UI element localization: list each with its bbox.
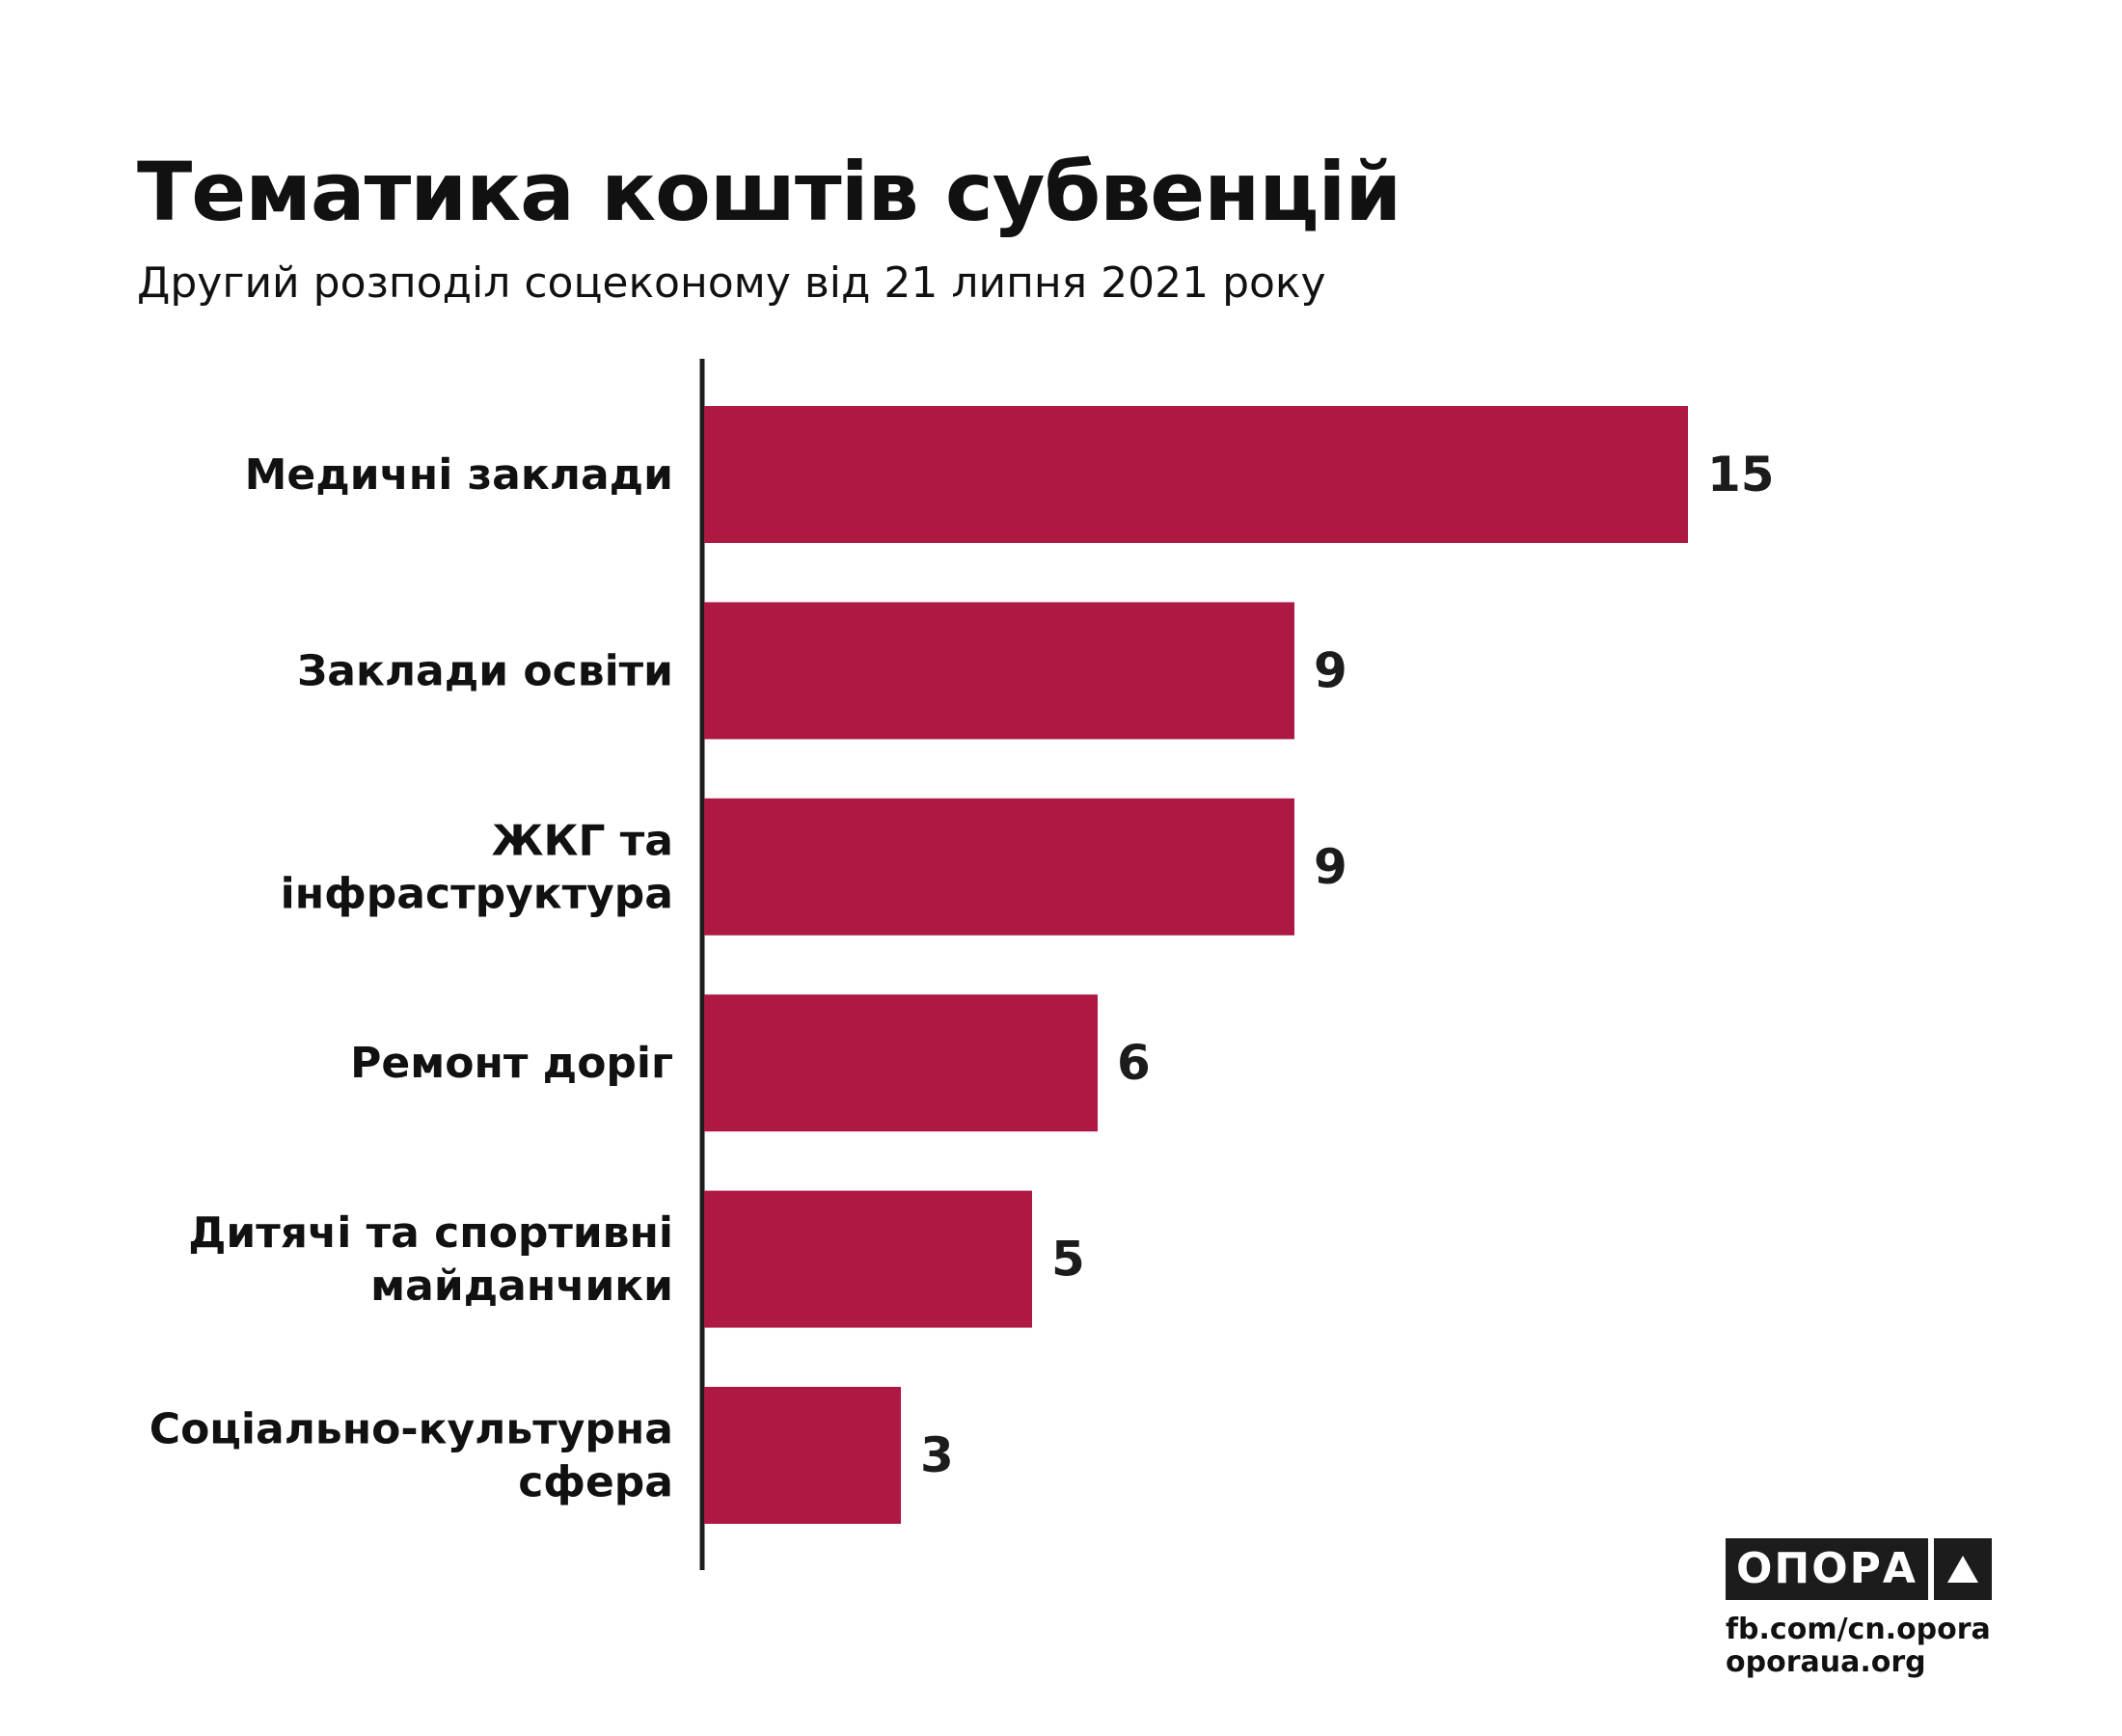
brand-block: ОПОРА fb.com/cn.opora oporaua.org — [1726, 1538, 1992, 1679]
bar-value-label: 9 — [1314, 642, 1347, 698]
bar-value-label: 15 — [1707, 447, 1775, 502]
triangle-up-icon — [1934, 1538, 1992, 1600]
chart-title: Тематика коштів субвенцій — [137, 145, 1401, 239]
category-label: Соціально-культурна сфера — [150, 1405, 673, 1507]
chart-subtitle: Другий розподіл соцеконому від 21 липня … — [137, 258, 1326, 308]
opora-logo[interactable]: ОПОРА — [1726, 1538, 1992, 1600]
logo-text: ОПОРА — [1726, 1538, 1928, 1600]
website-link[interactable]: oporaua.org — [1726, 1645, 1926, 1679]
bar-5 — [704, 1190, 1032, 1328]
bar-1 — [704, 406, 1688, 543]
bar-6 — [704, 1387, 901, 1524]
category-label: Ремонт доріг — [350, 1039, 673, 1088]
brand-links: fb.com/cn.opora oporaua.org — [1726, 1614, 1992, 1679]
category-label: ЖКГ та інфраструктура — [281, 816, 673, 918]
bar-4 — [704, 994, 1098, 1132]
category-label: Заклади освіти — [297, 646, 673, 695]
category-label: Дитячі та спортивні майданчики — [188, 1208, 673, 1311]
bar-2 — [704, 602, 1294, 740]
category-label: Медичні заклади — [245, 450, 673, 500]
bar-value-label: 6 — [1117, 1035, 1151, 1091]
bar-3 — [704, 798, 1294, 936]
bar-value-label: 9 — [1314, 839, 1347, 895]
bar-value-label: 5 — [1051, 1232, 1085, 1288]
bar-value-label: 3 — [920, 1427, 954, 1483]
facebook-link[interactable]: fb.com/cn.opora — [1726, 1613, 1991, 1646]
